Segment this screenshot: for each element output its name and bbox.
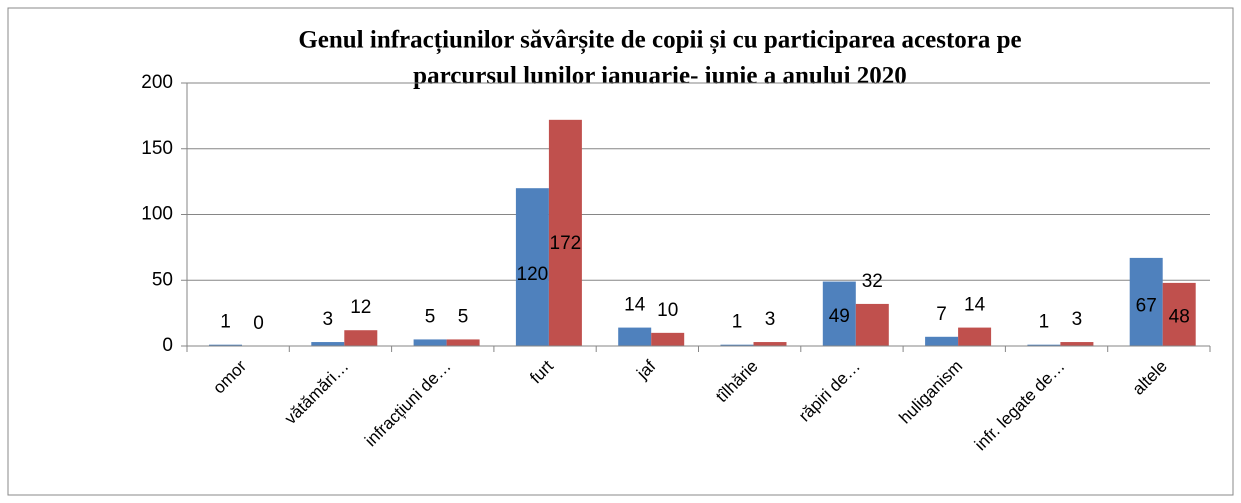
chart-title: Genul infracțiunilor săvârșite de copii … [298,27,1021,55]
data-label: 1 [1039,312,1050,333]
bar [1162,282,1196,346]
y-tick-label: 200 [141,72,173,93]
bar [925,336,959,346]
bar [1027,344,1061,346]
data-label: 3 [1072,309,1083,330]
bar [720,344,754,346]
bar [855,303,889,346]
data-label: 14 [624,295,646,316]
bar [618,327,652,346]
bar [311,342,345,346]
y-tick-label: 0 [162,335,173,356]
data-label: 10 [657,300,678,321]
y-tick-label: 50 [152,269,173,290]
data-label: 49 [829,306,850,327]
bar [413,339,447,346]
data-label: 0 [253,313,264,334]
chart-frame [7,7,1234,496]
data-label: 5 [425,306,436,327]
bar [958,327,992,346]
bar [651,332,685,346]
data-label: 14 [964,295,986,316]
data-label: 1 [732,312,743,333]
data-label: 1 [220,312,231,333]
bar [822,281,856,346]
y-tick-label: 150 [141,138,173,159]
chart-title: parcursul lunilor ianuarie- iunie a anul… [413,63,907,90]
data-label: 3 [323,309,334,330]
bar [209,344,242,346]
data-label: 5 [458,306,469,327]
bar [548,119,582,346]
data-label: 12 [350,297,371,318]
bar [344,330,378,346]
data-label: 7 [936,304,947,325]
bar [1129,257,1163,346]
data-label: 3 [765,309,776,330]
data-label: 32 [862,271,883,292]
y-tick-label: 100 [141,204,173,225]
data-label: 172 [550,233,582,254]
data-label: 67 [1136,295,1157,316]
bar [753,342,787,346]
data-label: 48 [1169,307,1190,328]
bar [446,339,480,346]
bar [1060,342,1094,346]
data-label: 120 [517,264,549,285]
bar [515,188,549,346]
